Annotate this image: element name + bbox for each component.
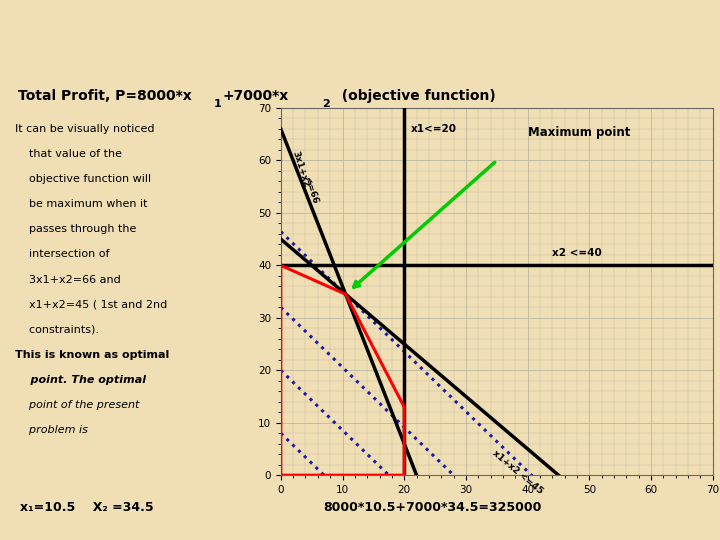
Text: problem is: problem is	[15, 425, 88, 435]
Text: constraints).: constraints).	[15, 325, 99, 335]
Text: <=66: <=66	[302, 176, 320, 205]
Text: 2: 2	[323, 99, 330, 109]
Text: (objective function): (objective function)	[332, 89, 495, 103]
Text: 8000*10.5+7000*34.5=325000: 8000*10.5+7000*34.5=325000	[323, 501, 541, 514]
Text: passes through the: passes through the	[15, 225, 137, 234]
Text: intersection of: intersection of	[15, 249, 109, 260]
Text: x₁=10.5    X₂ =34.5: x₁=10.5 X₂ =34.5	[20, 501, 154, 514]
Text: be maximum when it: be maximum when it	[15, 199, 148, 210]
Text: 3x1+x2: 3x1+x2	[290, 150, 310, 189]
Text: Total Profit, P=8000*x: Total Profit, P=8000*x	[18, 89, 192, 103]
Text: x1+x2 <=45: x1+x2 <=45	[490, 449, 544, 496]
Text: x1+x2=45 ( 1st and 2nd: x1+x2=45 ( 1st and 2nd	[15, 300, 167, 309]
Text: 3x1+x2=66 and: 3x1+x2=66 and	[15, 274, 121, 285]
Text: This is known as optimal: This is known as optimal	[15, 350, 169, 360]
Text: It can be visually noticed: It can be visually noticed	[15, 124, 155, 134]
Text: point of the present: point of the present	[15, 400, 140, 410]
Text: +7000*x: +7000*x	[222, 89, 289, 103]
Text: point. The optimal: point. The optimal	[15, 375, 146, 384]
Text: Maximum point: Maximum point	[528, 126, 630, 139]
Text: 1: 1	[213, 99, 221, 109]
Text: x1<=20: x1<=20	[410, 124, 456, 134]
Text: objective function will: objective function will	[15, 174, 151, 184]
Text: that value of the: that value of the	[15, 149, 122, 159]
Text: x2 <=40: x2 <=40	[552, 247, 602, 258]
